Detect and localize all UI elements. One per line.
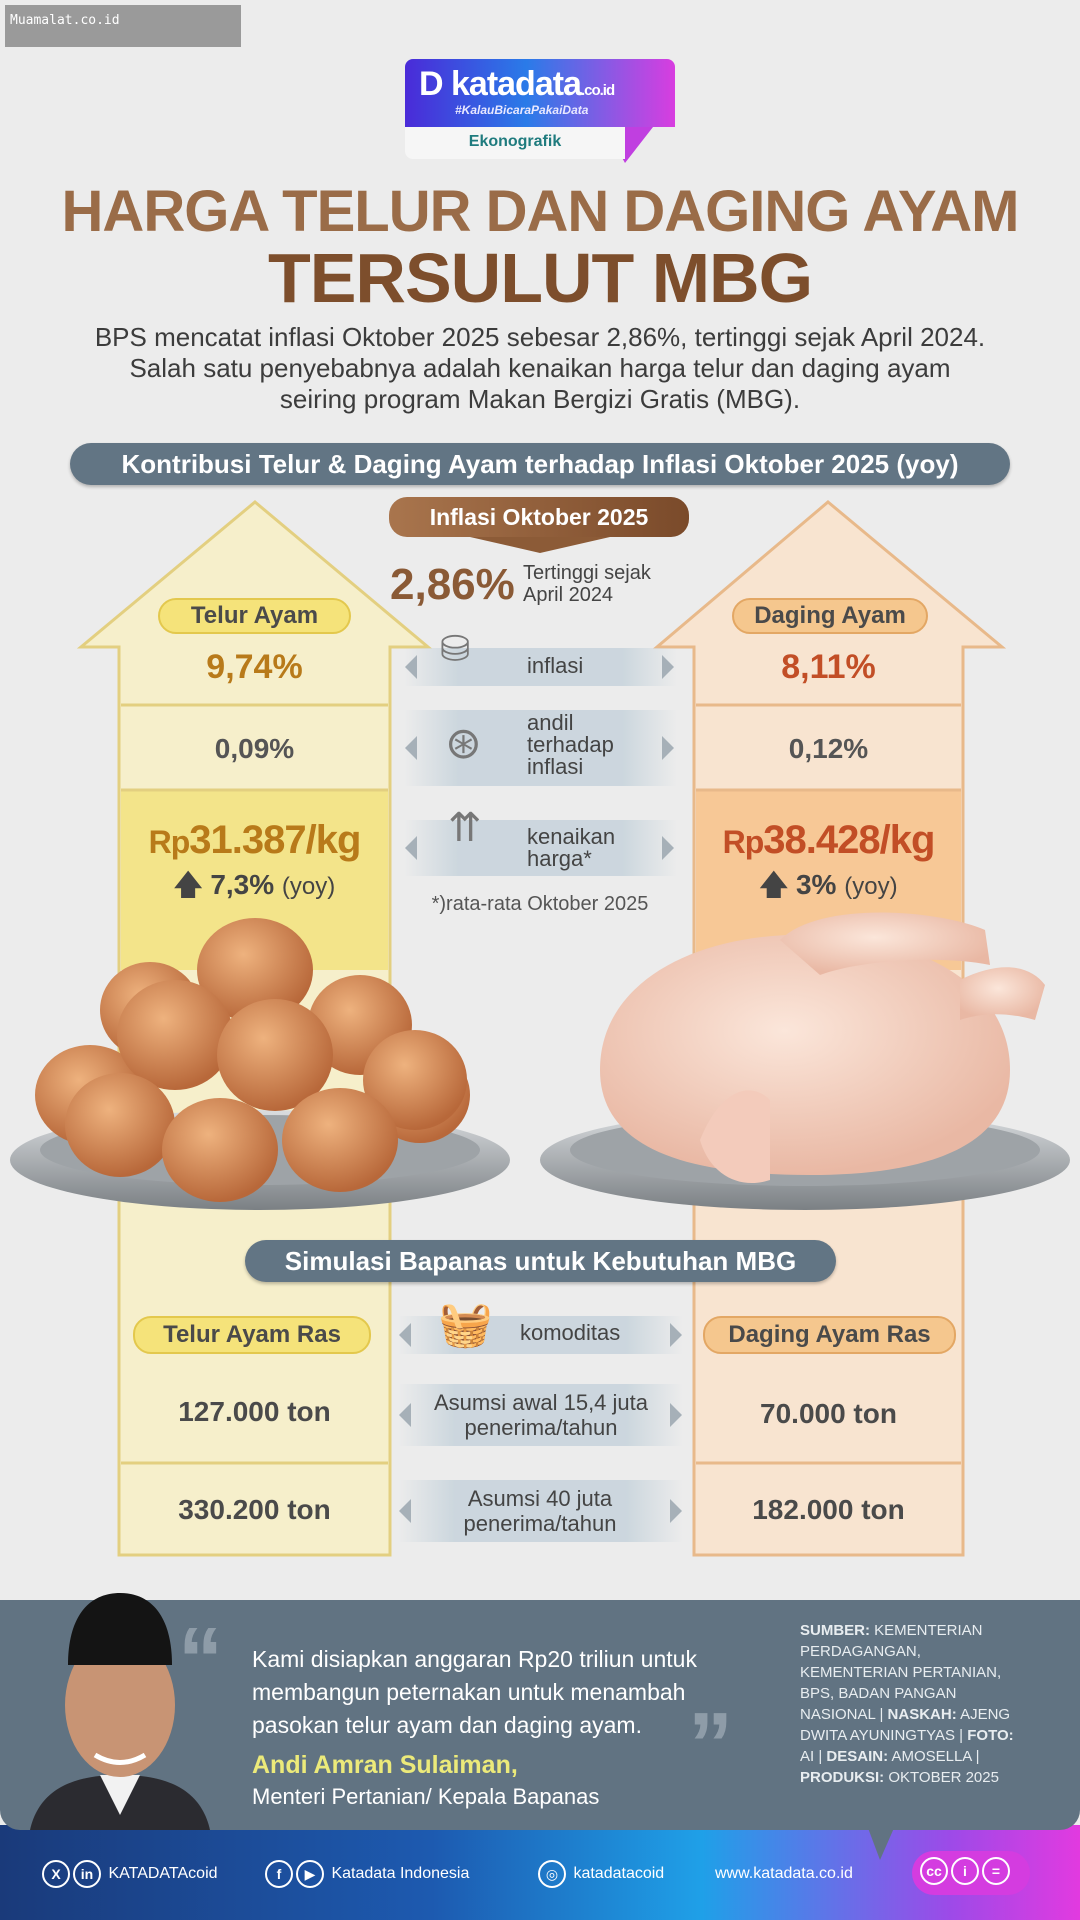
section1-title: Kontribusi Telur & Daging Ayam terhadap …	[70, 443, 1010, 485]
daging-price: Rp38.428/kg	[722, 818, 936, 862]
watermark: Muamalat.co.id	[5, 5, 241, 47]
section2-title: Simulasi Bapanas untuk Kebutuhan MBG	[245, 1240, 836, 1282]
open-quote-icon: “	[178, 1610, 223, 1710]
up-arrow-icon: 🡅	[173, 869, 203, 900]
left-pointer-icon	[399, 1323, 411, 1347]
x-icon[interactable]: X	[42, 1860, 70, 1888]
coins-inflation-icon: ⛁	[440, 628, 471, 669]
title-line2: TERSULUT MBG	[267, 239, 813, 317]
inflation-note: Tertinggi sejak April 2024	[523, 562, 651, 606]
eggs-plate-image	[10, 918, 510, 1210]
quote-author: Andi Amran Sulaiman,	[252, 1751, 518, 1779]
lead-paragraph: BPS mencatat inflasi Oktober 2025 sebesa…	[94, 322, 986, 414]
facebook-icon[interactable]: f	[265, 1860, 293, 1888]
daging-label: Daging Ayam	[732, 598, 928, 634]
row-label-inflasi: inflasi	[527, 653, 584, 678]
attribution-icon: i	[951, 1857, 979, 1885]
row-label-komoditas: komoditas	[520, 1320, 621, 1345]
telur-andil: 0,09%	[214, 733, 295, 764]
arrows-graphic	[10, 500, 1070, 1557]
right-pointer-icon	[670, 1499, 682, 1523]
left-pointer-icon	[405, 736, 417, 760]
price-increase-icon: ⇈	[448, 806, 482, 850]
right-pointer-icon	[670, 1323, 682, 1347]
row-label-asumsi-awal: Asumsi awal 15,4 juta penerima/tahun	[434, 1390, 648, 1440]
youtube-icon[interactable]: ▶	[296, 1860, 324, 1888]
telur-price: Rp31.387/kg	[148, 818, 362, 862]
inflation-pointer	[470, 537, 610, 553]
right-pointer-icon	[662, 736, 674, 760]
row-kenaikan	[404, 820, 677, 876]
left-pointer-icon	[399, 1499, 411, 1523]
instagram-icon[interactable]: ◎	[538, 1860, 566, 1888]
daging-awal: 70.000 ton	[760, 1398, 897, 1429]
footer-instagram[interactable]: ◎ katadatacoid	[538, 1860, 664, 1888]
left-pointer-icon	[405, 836, 417, 860]
row-andil	[404, 710, 677, 786]
footnote: *)rata-rata Oktober 2025	[431, 893, 649, 915]
footer-website[interactable]: www.katadata.co.id	[715, 1865, 853, 1882]
up-arrow-icon: 🡅	[759, 869, 789, 900]
right-pointer-icon	[662, 836, 674, 860]
noderivs-icon: =	[982, 1857, 1010, 1885]
row-asumsi-awal	[398, 1384, 683, 1446]
telur-label: Telur Ayam	[158, 598, 351, 634]
title-line1: HARGA TELUR DAN DAGING AYAM	[61, 179, 1020, 244]
close-quote-icon: ”	[688, 1695, 733, 1795]
row-asumsi-40	[398, 1480, 683, 1542]
telur-inflasi: 9,74%	[206, 648, 303, 686]
bubble-tail	[868, 1828, 894, 1860]
row-inflasi	[404, 648, 677, 686]
left-pointer-icon	[405, 655, 417, 679]
minister-portrait	[30, 1593, 210, 1830]
footer-facebook-youtube[interactable]: f ▶ Katadata Indonesia	[265, 1860, 469, 1888]
creative-commons-badge: cc i =	[912, 1851, 1030, 1895]
right-pointer-icon	[670, 1403, 682, 1427]
quote-text: Kami disiapkan anggaran Rp20 triliun unt…	[252, 1646, 697, 1738]
inflation-value: 2,86%	[390, 560, 515, 609]
money-bag-icon: ⊛	[445, 719, 482, 768]
katadata-logo: D katadata.co.id #KalauBicaraPakaiData Ek…	[405, 59, 675, 163]
row-label-andil: andil terhadap inflasi	[527, 710, 614, 779]
telur-price-change: 🡅 7,3% (yoy)	[173, 869, 336, 900]
inflation-label: Inflasi Oktober 2025	[389, 497, 689, 537]
quote-author-role: Menteri Pertanian/ Kepala Bapanas	[252, 1784, 600, 1809]
shopping-basket-icon: 🧺	[438, 1300, 493, 1349]
left-pointer-icon	[399, 1403, 411, 1427]
daging-inflasi: 8,11%	[781, 648, 876, 686]
daging-price-change: 🡅 3% (yoy)	[759, 869, 898, 900]
telur-awal: 127.000 ton	[178, 1396, 331, 1427]
daging-40: 182.000 ton	[752, 1494, 905, 1525]
telur-ras-label: Telur Ayam Ras	[133, 1316, 371, 1354]
daging-andil: 0,12%	[788, 733, 869, 764]
credits: SUMBER: KEMENTERIAN PERDAGANGAN, KEMENTE…	[800, 1622, 1014, 1786]
row-label-asumsi-40: Asumsi 40 juta penerima/tahun	[463, 1486, 617, 1536]
section-label: Ekonografik	[405, 127, 625, 159]
right-pointer-icon	[662, 655, 674, 679]
linkedin-icon[interactable]: in	[73, 1860, 101, 1888]
telur-40: 330.200 ton	[178, 1494, 331, 1525]
chicken-plate-image	[540, 912, 1070, 1210]
cc-icon: cc	[920, 1857, 948, 1885]
row-label-kenaikan: kenaikan harga*	[527, 824, 616, 871]
row-komoditas	[398, 1316, 683, 1354]
daging-ras-label: Daging Ayam Ras	[703, 1316, 956, 1354]
